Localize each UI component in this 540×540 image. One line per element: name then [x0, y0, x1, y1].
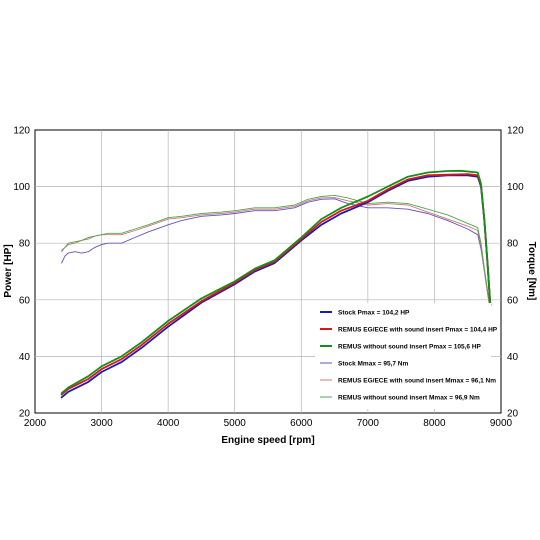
series-line-5 [61, 197, 491, 312]
series-layer [60, 169, 492, 399]
x-tick-label: 7000 [357, 418, 380, 429]
x-tick-label: 9000 [490, 418, 513, 429]
y2-tick-label: 60 [507, 295, 519, 306]
x-axis-title: Engine speed [rpm] [221, 435, 314, 446]
y-axis-title: Power [HP] [3, 244, 14, 297]
x-tick-label: 3000 [90, 418, 113, 429]
legend-label-1: Stock Pmax = 104,2 HP [338, 309, 410, 316]
legend-label-3: REMUS without sound insert Pmax = 105,6 … [338, 343, 482, 350]
legend-box [315, 303, 491, 409]
legend-label-6: REMUS without sound insert Mmax = 96,9 N… [338, 394, 480, 401]
y2-tick-label: 120 [507, 126, 524, 137]
y2-tick-label: 20 [507, 409, 519, 420]
y-tick-label: 20 [19, 409, 31, 420]
series-line-6 [61, 194, 491, 309]
x-tick-label: 6000 [290, 418, 313, 429]
series-line-4 [61, 198, 491, 312]
y-tick-label: 120 [13, 126, 30, 137]
x-tick-label: 4000 [157, 418, 180, 429]
y2-tick-label: 80 [507, 239, 519, 250]
legend-label-2: REMUS EG/ECE with sound insert Pmax = 10… [338, 326, 498, 333]
y2-tick-label: 40 [507, 352, 519, 363]
x-tick-label: 2000 [24, 418, 47, 429]
x-tick-label: 5000 [224, 418, 247, 429]
y-tick-label: 60 [19, 295, 31, 306]
legend: Stock Pmax = 104,2 HP REMUS EG/ECE with s… [315, 303, 498, 409]
legend-label-5: REMUS EG/ECE with sound insert Mmax = 96… [338, 377, 496, 384]
x-tick-label: 8000 [423, 418, 446, 429]
y-tick-label: 40 [19, 352, 31, 363]
y2-axis-title: Torque [Nm] [526, 242, 537, 301]
legend-label-4: Stock Mmax = 95,7 Nm [338, 360, 408, 367]
y-tick-label: 80 [19, 239, 31, 250]
y-tick-label: 100 [13, 182, 30, 193]
y2-tick-label: 100 [507, 182, 524, 193]
series-line-3 [60, 169, 492, 395]
